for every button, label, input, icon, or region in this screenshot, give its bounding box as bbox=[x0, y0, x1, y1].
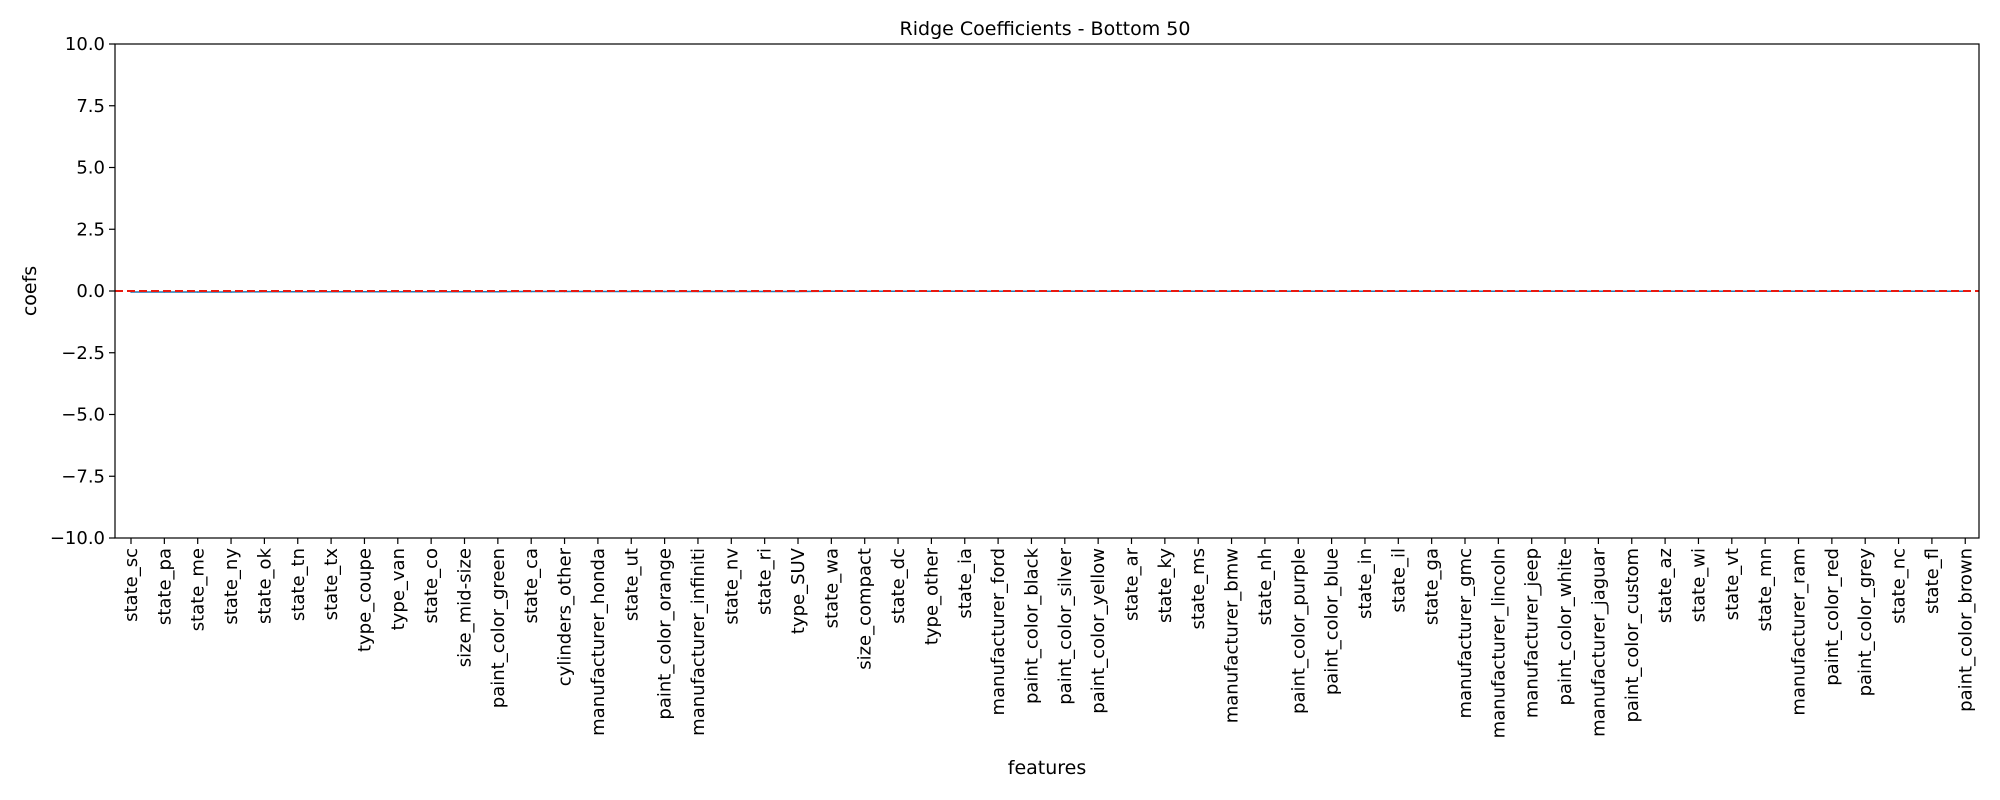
x-tick-label: state_dc bbox=[888, 548, 909, 624]
y-axis: −10.0 −7.5 −5.0 −2.5 0.0 2.5 5.0 7.5 10.0 bbox=[50, 34, 115, 549]
x-tick-label: state_az bbox=[1655, 548, 1676, 623]
y-tick-label: −7.5 bbox=[61, 466, 105, 487]
y-tick-label: 7.5 bbox=[76, 96, 105, 117]
data-point bbox=[1697, 290, 1700, 293]
data-point bbox=[963, 290, 966, 293]
x-tick-label: paint_color_yellow bbox=[1088, 548, 1109, 714]
x-tick-label: paint_color_custom bbox=[1622, 548, 1643, 723]
x-tick-label: state_co bbox=[421, 548, 442, 624]
data-point bbox=[1264, 290, 1266, 293]
x-tick-label: paint_color_purple bbox=[1288, 548, 1309, 714]
x-tick-label: type_coupe bbox=[354, 548, 375, 652]
y-tick-label: −10.0 bbox=[50, 528, 105, 549]
data-point bbox=[1731, 290, 1733, 293]
data-point bbox=[363, 290, 366, 293]
x-tick-label: paint_color_green bbox=[488, 548, 509, 708]
y-tick-label: 5.0 bbox=[76, 158, 105, 179]
x-tick-label: size_mid-size bbox=[455, 548, 476, 667]
x-tick-label: type_other bbox=[921, 547, 942, 645]
data-point bbox=[1564, 290, 1566, 293]
y-tick-label: 0.0 bbox=[76, 281, 105, 302]
x-tick-label: state_ms bbox=[1188, 548, 1209, 630]
x-tick-label: manufacturer_infiniti bbox=[688, 548, 709, 736]
x-tick-label: paint_color_blue bbox=[1322, 548, 1343, 695]
data-point bbox=[1130, 290, 1133, 293]
data-point bbox=[1430, 290, 1433, 293]
x-tick-label: type_SUV bbox=[788, 547, 809, 634]
data-point bbox=[1097, 290, 1099, 293]
data-point bbox=[1397, 290, 1400, 293]
x-tick-label: manufacturer_ram bbox=[1789, 548, 1810, 716]
data-point bbox=[663, 290, 666, 293]
x-tick-label: manufacturer_jeep bbox=[1522, 548, 1543, 718]
x-tick-label: state_ia bbox=[955, 548, 976, 619]
x-tick-label: size_compact bbox=[855, 548, 876, 670]
x-tick-label: manufacturer_bmw bbox=[1222, 548, 1243, 723]
x-tick-label: state_ut bbox=[621, 548, 642, 621]
x-tick-label: state_ar bbox=[1122, 547, 1143, 621]
x-tick-label: state_wi bbox=[1688, 548, 1709, 622]
x-tick-label: state_in bbox=[1355, 548, 1376, 619]
x-tick-label: state_pa bbox=[154, 548, 175, 625]
x-tick-label: manufacturer_ford bbox=[988, 548, 1009, 715]
y-tick-label: 2.5 bbox=[76, 219, 105, 240]
x-tick-label: state_ok bbox=[254, 547, 275, 624]
x-tick-label: state_nh bbox=[1255, 548, 1276, 625]
x-tick-label: paint_color_orange bbox=[655, 548, 676, 720]
x-tick-label: state_ga bbox=[1422, 548, 1443, 625]
x-tick-label: paint_color_red bbox=[1822, 548, 1843, 686]
plot-frame bbox=[114, 43, 1980, 539]
x-tick-label: manufacturer_honda bbox=[588, 548, 609, 736]
x-tick-label: state_sc bbox=[121, 548, 142, 622]
chart-title: Ridge Coefficients - Bottom 50 bbox=[900, 18, 1191, 40]
x-tick-label: paint_color_brown bbox=[1955, 548, 1976, 712]
x-axis-label: features bbox=[1008, 757, 1087, 779]
x-tick-label: state_me bbox=[188, 548, 209, 631]
coef-series-line bbox=[131, 290, 1966, 293]
data-point bbox=[196, 291, 199, 293]
x-tick-label: cylinders_other bbox=[555, 547, 576, 686]
plot-area bbox=[115, 290, 1979, 293]
x-tick-label: manufacturer_lincoln bbox=[1488, 548, 1509, 738]
x-tick-label: state_ca bbox=[521, 548, 542, 624]
x-tick-label: state_ri bbox=[755, 548, 776, 615]
x-tick-label: state_ky bbox=[1155, 548, 1176, 623]
x-axis: state_sc state_pa state_me state_ny state_ok… bbox=[121, 538, 1976, 738]
x-tick-label: state_il bbox=[1388, 548, 1409, 613]
y-tick-label: −5.0 bbox=[61, 405, 105, 426]
x-tick-label: paint_color_white bbox=[1555, 548, 1576, 706]
data-point bbox=[797, 290, 799, 293]
x-tick-label: state_mn bbox=[1755, 548, 1776, 632]
data-point bbox=[497, 290, 499, 293]
y-tick-label: 10.0 bbox=[65, 34, 105, 55]
x-tick-label: manufacturer_jaguar bbox=[1588, 547, 1609, 736]
x-tick-label: paint_color_black bbox=[1021, 547, 1042, 704]
x-tick-label: paint_color_grey bbox=[1855, 548, 1876, 697]
x-tick-label: paint_color_silver bbox=[1055, 547, 1076, 704]
x-tick-label: state_fl bbox=[1922, 548, 1943, 614]
y-axis-label: coefs bbox=[19, 266, 41, 316]
x-tick-label: state_wa bbox=[821, 548, 842, 628]
x-tick-label: state_vt bbox=[1722, 548, 1743, 620]
x-tick-label: state_ny bbox=[221, 548, 242, 625]
x-tick-label: state_nc bbox=[1889, 548, 1910, 624]
y-tick-label: −2.5 bbox=[61, 343, 105, 364]
x-tick-label: state_nv bbox=[721, 548, 742, 625]
x-tick-label: type_van bbox=[388, 548, 409, 630]
x-tick-label: state_tx bbox=[321, 548, 342, 621]
x-tick-label: state_tn bbox=[288, 548, 309, 621]
data-point bbox=[1864, 290, 1866, 293]
x-tick-label: manufacturer_gmc bbox=[1455, 548, 1476, 718]
